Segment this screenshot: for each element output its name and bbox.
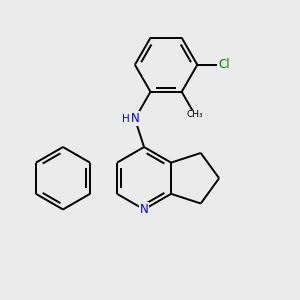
Text: H: H <box>122 114 130 124</box>
Text: N: N <box>130 112 139 125</box>
Text: Cl: Cl <box>218 58 230 71</box>
Text: N: N <box>140 203 148 216</box>
Text: CH₃: CH₃ <box>187 110 203 119</box>
